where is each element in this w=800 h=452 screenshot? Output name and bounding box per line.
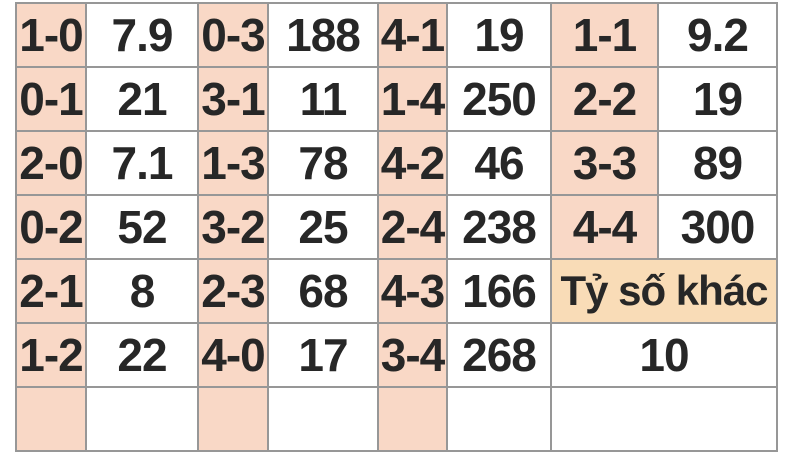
score-cell: 0-1: [15, 66, 87, 132]
score-cell: 1-3: [197, 130, 269, 196]
score-cell: 1-0: [15, 2, 87, 68]
odds-cell[interactable]: 7.1: [85, 130, 199, 196]
score-cell: 1-4: [377, 66, 448, 132]
odds-cell: [85, 386, 199, 452]
odds-cell[interactable]: 19: [657, 66, 778, 132]
odds-cell[interactable]: 17: [267, 322, 379, 388]
score-cell: [377, 386, 448, 452]
score-cell: 4-1: [377, 2, 448, 68]
page: { "colors": { "score_bg": "#f9d8c6", "ot…: [15, 2, 778, 452]
score-cell: 0-2: [15, 194, 87, 260]
score-cell: [15, 386, 87, 452]
table-row: 1-2 22 4-0 17 3-4 268 10: [15, 322, 778, 388]
score-cell: 2-2: [550, 66, 659, 132]
table-row: 2-1 8 2-3 68 4-3 166 Tỷ số khác: [15, 258, 778, 324]
odds-cell: [446, 386, 552, 452]
odds-cell[interactable]: 89: [657, 130, 778, 196]
odds-cell[interactable]: 300: [657, 194, 778, 260]
score-cell: 4-4: [550, 194, 659, 260]
score-cell: 2-4: [377, 194, 448, 260]
score-cell: 4-3: [377, 258, 448, 324]
odds-cell[interactable]: 78: [267, 130, 379, 196]
table-row: 0-1 21 3-1 11 1-4 250 2-2 19: [15, 66, 778, 132]
odds-cell[interactable]: 19: [446, 2, 552, 68]
odds-cell[interactable]: 7.9: [85, 2, 199, 68]
score-cell: 1-1: [550, 2, 659, 68]
odds-cell[interactable]: 188: [267, 2, 379, 68]
table-body: 1-0 7.9 0-3 188 4-1 19 1-1 9.2 0-1 21 3-1 11 1-4 250 2…: [15, 2, 778, 452]
score-cell: 3-2: [197, 194, 269, 260]
odds-cell[interactable]: 52: [85, 194, 199, 260]
odds-cell: [550, 386, 778, 452]
odds-cell[interactable]: 250: [446, 66, 552, 132]
odds-cell[interactable]: 268: [446, 322, 552, 388]
odds-cell[interactable]: 25: [267, 194, 379, 260]
score-cell: [197, 386, 269, 452]
odds-cell[interactable]: 10: [550, 322, 778, 388]
score-cell: 3-3: [550, 130, 659, 196]
score-cell: 4-2: [377, 130, 448, 196]
score-cell: 2-0: [15, 130, 87, 196]
correct-score-odds-table: 1-0 7.9 0-3 188 4-1 19 1-1 9.2 0-1 21 3-1 11 1-4 250 2…: [15, 2, 778, 452]
score-cell: 2-3: [197, 258, 269, 324]
odds-cell: [267, 386, 379, 452]
odds-cell[interactable]: 21: [85, 66, 199, 132]
score-cell: 3-4: [377, 322, 448, 388]
table-row: 2-0 7.1 1-3 78 4-2 46 3-3 89: [15, 130, 778, 196]
odds-cell[interactable]: 9.2: [657, 2, 778, 68]
table-row: 0-2 52 3-2 25 2-4 238 4-4 300: [15, 194, 778, 260]
score-cell: 2-1: [15, 258, 87, 324]
odds-cell[interactable]: 8: [85, 258, 199, 324]
odds-cell[interactable]: 68: [267, 258, 379, 324]
score-cell: 4-0: [197, 322, 269, 388]
odds-table-container: 1-0 7.9 0-3 188 4-1 19 1-1 9.2 0-1 21 3-1 11 1-4 250 2…: [15, 2, 778, 452]
table-row: 1-0 7.9 0-3 188 4-1 19 1-1 9.2: [15, 2, 778, 68]
table-row: [15, 386, 778, 452]
odds-cell[interactable]: 11: [267, 66, 379, 132]
odds-cell[interactable]: 22: [85, 322, 199, 388]
odds-cell[interactable]: 238: [446, 194, 552, 260]
score-cell: 1-2: [15, 322, 87, 388]
score-cell: 0-3: [197, 2, 269, 68]
score-cell: 3-1: [197, 66, 269, 132]
odds-cell[interactable]: 166: [446, 258, 552, 324]
odds-cell[interactable]: 46: [446, 130, 552, 196]
other-score-label-cell: Tỷ số khác: [550, 258, 778, 324]
